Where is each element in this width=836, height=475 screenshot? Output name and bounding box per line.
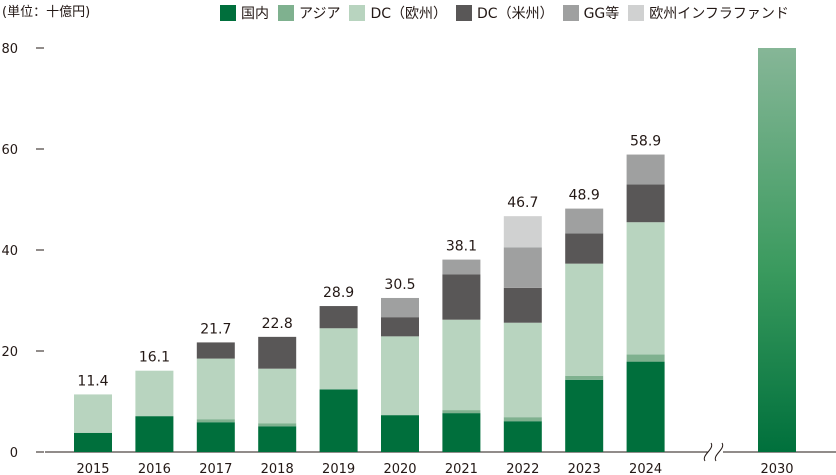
bar-segment	[442, 410, 481, 414]
bar-segment	[503, 287, 542, 323]
total-label: 30.5	[384, 277, 415, 293]
y-tick-label: 60	[1, 143, 18, 158]
total-label: 48.9	[569, 188, 600, 204]
legend-label: DC（欧州）	[370, 6, 448, 22]
y-tick-label: 0	[10, 446, 18, 461]
bar-segment	[442, 413, 481, 452]
total-label: 28.9	[323, 285, 354, 301]
legend-swatch	[628, 5, 645, 21]
legend-swatch	[278, 5, 294, 21]
x-tick-label: 2021	[445, 462, 478, 475]
unit-label: (単位：十億円)	[2, 5, 91, 20]
bar-segment	[258, 426, 297, 452]
bar-segment	[503, 417, 542, 422]
bar-segment	[135, 370, 174, 417]
bar-segment	[196, 358, 235, 420]
total-label: 38.1	[446, 239, 477, 255]
bar-segment	[626, 154, 665, 185]
legend-label: アジア	[299, 6, 341, 22]
bar-segment	[258, 336, 297, 369]
bar-segment	[74, 394, 112, 433]
total-label: 21.7	[200, 321, 231, 337]
x-tick-label: 2015	[76, 462, 109, 475]
bar-segment	[442, 274, 481, 320]
axis-break-mark	[714, 442, 724, 462]
total-label: 16.1	[139, 350, 170, 366]
legend: 国内 アジア DC（欧州） DC（米州） GG等 欧州インフラファンド	[220, 3, 798, 23]
legend-swatch	[456, 5, 473, 21]
legend-item: 国内	[220, 3, 269, 23]
target-bar	[758, 48, 796, 452]
y-tick-label: 80	[1, 42, 18, 57]
x-tick-label: 2023	[568, 462, 601, 475]
legend-swatch	[562, 5, 579, 21]
bar-segment	[196, 419, 235, 423]
bar-segment	[381, 317, 419, 337]
total-label: 11.4	[77, 373, 108, 389]
x-tick-label: 2024	[629, 462, 662, 475]
bar-segment	[626, 361, 665, 452]
bar-segment	[503, 322, 542, 418]
bar-segment	[565, 233, 604, 264]
bar-segment	[565, 379, 604, 452]
bar-segment	[565, 263, 604, 376]
bar-segment	[442, 319, 481, 411]
x-tick-label: 2016	[138, 462, 171, 475]
bar-segment	[626, 354, 665, 362]
total-label: 46.7	[507, 195, 538, 211]
legend-label: 欧州インフラファンド	[649, 6, 789, 22]
bar-segment	[503, 216, 542, 248]
x-tick-label: 2022	[506, 462, 539, 475]
total-label: 58.9	[630, 134, 661, 150]
bar-segment	[503, 247, 542, 288]
bar-segment	[565, 208, 604, 234]
legend-item: 欧州インフラファンド	[628, 3, 789, 23]
bar-segment	[503, 421, 542, 452]
axis-break-mark	[703, 442, 713, 462]
bar-segment	[319, 306, 358, 329]
total-label: 22.8	[262, 316, 293, 332]
bar-segment	[319, 328, 358, 390]
bar-segment	[196, 342, 235, 359]
bar-segment	[74, 432, 112, 452]
legend-item: DC（欧州）	[349, 3, 447, 23]
bar-segment	[196, 422, 235, 452]
y-tick-label: 40	[1, 244, 18, 259]
legend-label: GG等	[583, 6, 620, 22]
bar-segment	[258, 423, 297, 427]
x-tick-label: 2017	[199, 462, 232, 475]
y-tick-label: 20	[1, 345, 18, 360]
legend-item: GG等	[562, 3, 620, 23]
bar-segment	[381, 336, 419, 416]
legend-swatch	[220, 5, 236, 21]
bar-segment	[626, 222, 665, 355]
legend-item: アジア	[278, 3, 340, 23]
bar-segment	[626, 184, 665, 223]
bar-segment	[565, 375, 604, 380]
bar-segment	[442, 259, 481, 275]
legend-label: DC（米州）	[477, 6, 554, 22]
x-tick-label: 2030	[760, 462, 793, 475]
bar-segment	[319, 389, 358, 452]
x-tick-label: 2019	[322, 462, 355, 475]
x-tick-label: 2018	[261, 462, 294, 475]
bar-segment	[135, 416, 174, 452]
bar-segment	[381, 415, 419, 452]
legend-item: DC（米州）	[456, 3, 554, 23]
bar-segment	[381, 297, 419, 318]
legend-swatch	[349, 5, 366, 21]
x-tick-label: 2020	[383, 462, 416, 475]
legend-label: 国内	[241, 6, 269, 22]
bar-segment	[258, 368, 297, 424]
